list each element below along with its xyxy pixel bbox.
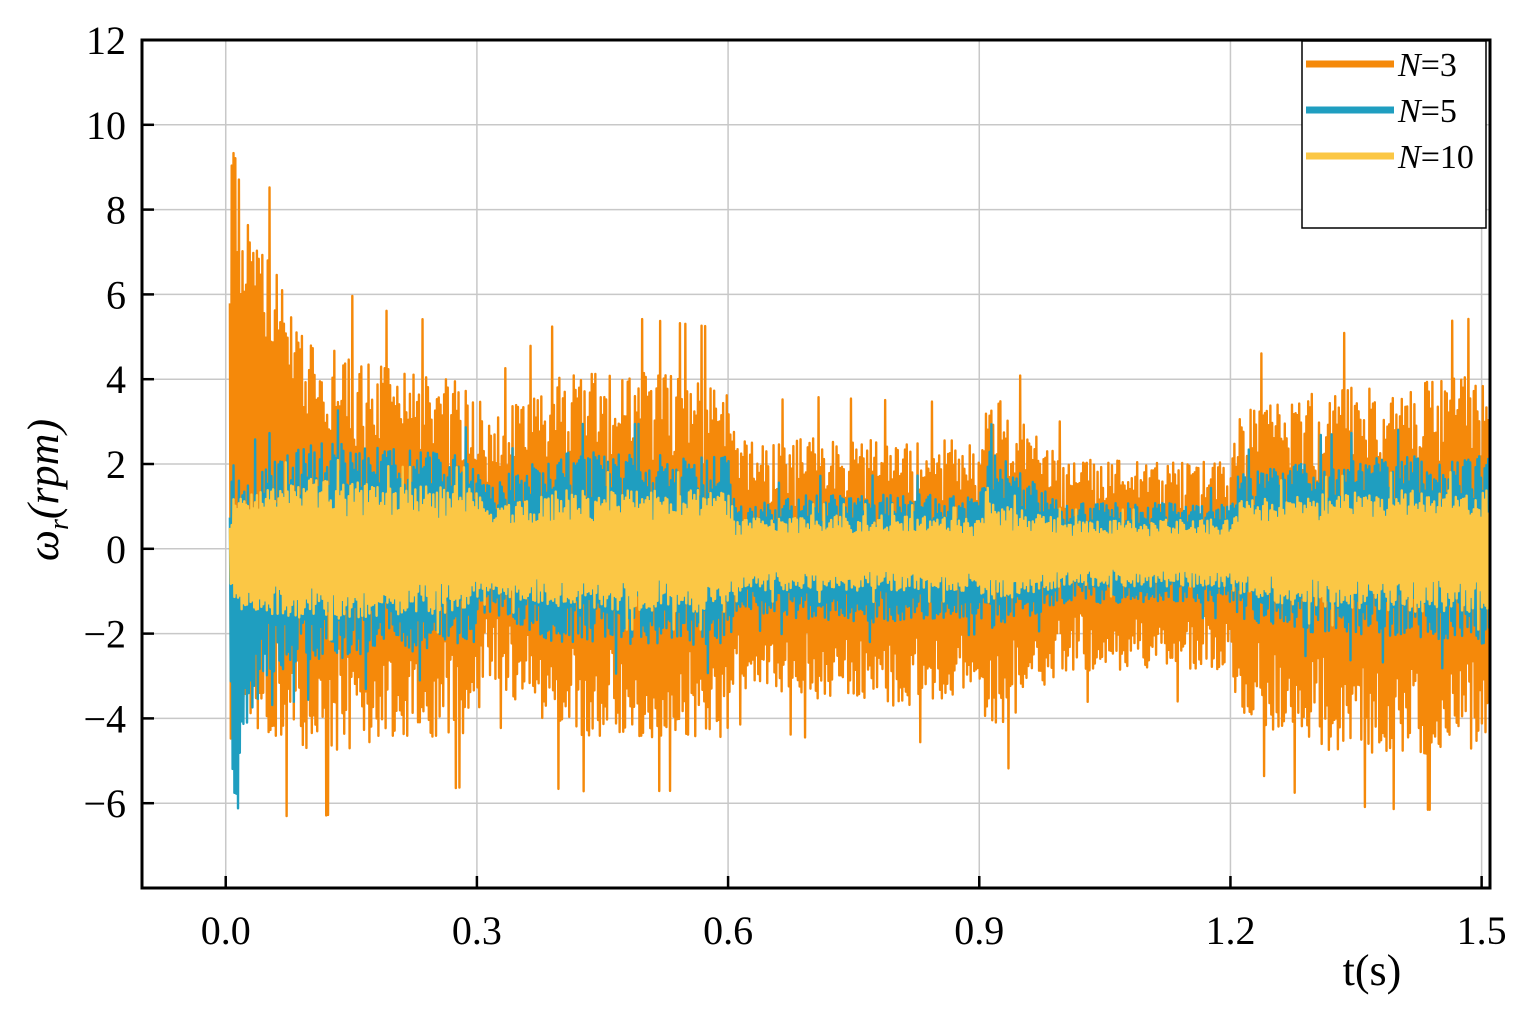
legend-label-value: =5	[1421, 93, 1457, 130]
y-tick-label: 12	[86, 18, 126, 63]
series-layer	[228, 151, 1490, 818]
series-line-3	[228, 458, 1490, 641]
legend-label-1: N=3	[1397, 47, 1457, 84]
x-tick-label: 0.6	[703, 908, 753, 953]
y-tick-label: 8	[106, 188, 126, 233]
legend-label-var: N	[1397, 93, 1423, 130]
x-tick-label: 1.5	[1457, 908, 1507, 953]
legend-label-value: =10	[1421, 139, 1474, 176]
y-axis-label-unit: (rpm)	[19, 419, 68, 519]
x-tick-label: 1.2	[1205, 908, 1255, 953]
legend-label-var: N	[1397, 139, 1423, 176]
x-tick-label: 0.0	[201, 908, 251, 953]
y-tick-label: 2	[106, 442, 126, 487]
legend-label-3: N=10	[1397, 139, 1474, 176]
legend-label-value: =3	[1421, 47, 1457, 84]
y-tick-label: 4	[106, 357, 126, 402]
axis-ticks	[142, 38, 1483, 888]
x-tick-label: 0.3	[452, 908, 502, 953]
y-tick-label: 10	[86, 103, 126, 148]
y-axis-label-symbol: ω	[19, 530, 68, 561]
x-axis-label: t(s)	[1343, 946, 1402, 995]
y-axis-label: ωr(rpm)	[19, 419, 75, 561]
y-tick-label: −6	[83, 781, 126, 826]
legend: N=3N=5N=10	[1301, 40, 1487, 229]
y-tick-label: −4	[83, 696, 126, 741]
axis-tick-labels: 0.0 0.3 0.6 0.9 1.2 1.5 −6 −4 −2 0 2 4 6 8 10 12	[83, 18, 1506, 953]
y-tick-label: 6	[106, 272, 126, 317]
y-axis-label-subscript: r	[44, 519, 75, 530]
legend-label-var: N	[1397, 47, 1423, 84]
x-tick-label: 0.9	[954, 908, 1004, 953]
y-tick-label: −2	[83, 612, 126, 657]
legend-box	[1301, 40, 1487, 229]
legend-label-2: N=5	[1397, 93, 1457, 130]
y-tick-label: 0	[106, 527, 126, 572]
